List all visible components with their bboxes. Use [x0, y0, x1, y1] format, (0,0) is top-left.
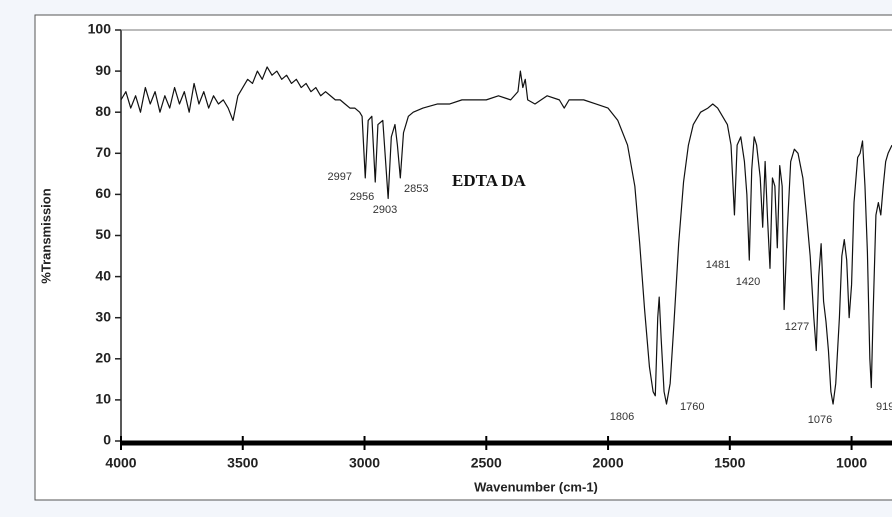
peak-label: 1760 [680, 401, 704, 413]
y-tick-label: 70 [95, 144, 111, 160]
chart-title: EDTA DA [452, 171, 527, 190]
peak-label: 2853 [404, 183, 428, 195]
peak-label: 1481 [706, 259, 730, 271]
plot-area [121, 66, 892, 405]
y-tick-label: 90 [95, 62, 111, 78]
peak-label: 2956 [350, 191, 374, 203]
peak-label: 919 [876, 401, 892, 413]
spectrum-line [121, 66, 892, 405]
y-tick-label: 30 [95, 308, 111, 324]
y-tick-label: 60 [95, 185, 111, 201]
x-tick-label: 4000 [105, 455, 136, 471]
peak-label: 1277 [785, 321, 809, 333]
x-tick-label: 3500 [227, 455, 258, 471]
chart-frame [34, 14, 892, 501]
peak-label: 1806 [610, 411, 634, 423]
y-tick-label: 0 [103, 432, 111, 448]
peak-label: 1076 [808, 414, 832, 426]
y-tick-label: 40 [95, 267, 111, 283]
y-tick-label: 50 [95, 226, 111, 242]
x-tick-label: 3000 [349, 455, 380, 471]
y-tick-label: 20 [95, 350, 111, 366]
x-tick-label: 1500 [714, 455, 745, 471]
x-tick-label: 2500 [471, 455, 502, 471]
x-tick-label: 1000 [836, 455, 867, 471]
y-axis-label: %Transmission [38, 188, 53, 283]
peak-label: 2903 [373, 204, 397, 216]
y-tick-label: 10 [95, 391, 111, 407]
y-tick-label: 80 [95, 103, 111, 119]
y-tick-label: 100 [88, 21, 112, 37]
peak-label: 1420 [736, 276, 760, 288]
peak-label: 2997 [328, 171, 352, 183]
x-axis-label: Wavenumber (cm-1) [474, 479, 598, 494]
x-tick-label: 2000 [592, 455, 623, 471]
